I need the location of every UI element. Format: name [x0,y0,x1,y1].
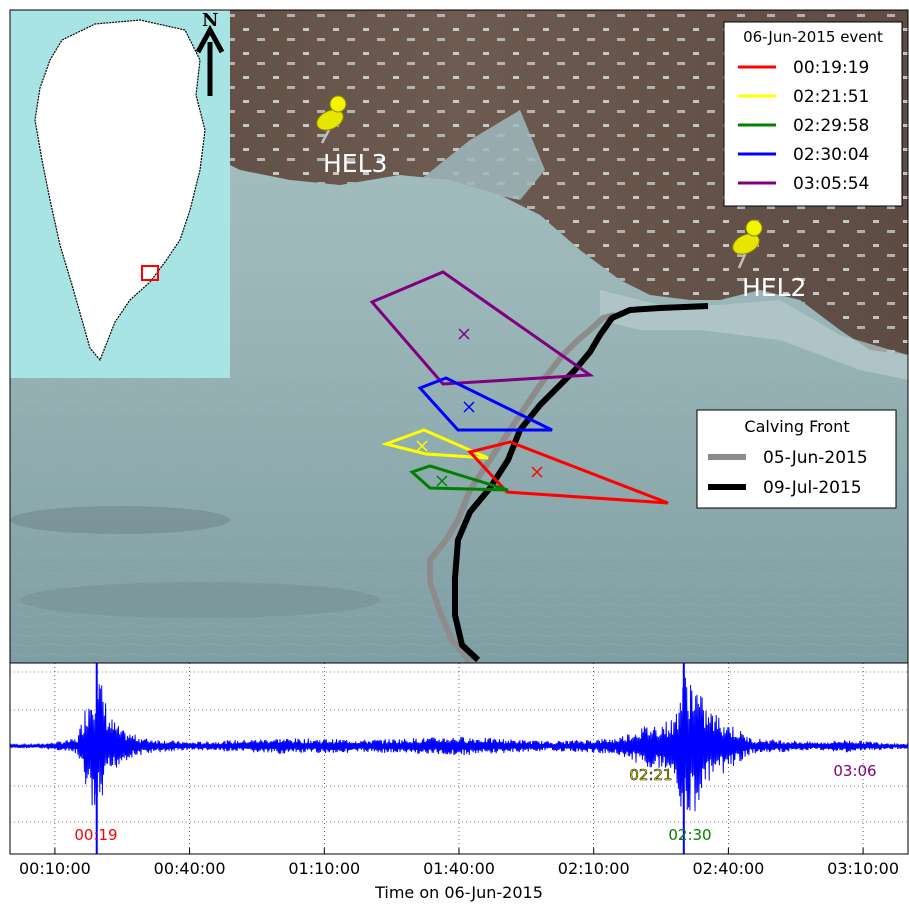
event-marker-lines [95,663,685,854]
x-tick-label: 00:10:00 [19,859,91,878]
legend-front-title: Calving Front [744,417,849,436]
x-axis-label: Time on 06-Jun-2015 [374,883,543,902]
station-label-hel2: HEL2 [742,273,806,302]
centroid-00-19-19 [531,466,543,478]
event-polygon-00-19-19 [467,440,669,505]
station-label-hel3: HEL3 [323,149,387,178]
event-centroids [416,328,543,487]
glacier-inlet [420,110,545,200]
x-tick-label: 03:10:00 [827,859,899,878]
event-polygon-02-29-58 [409,464,509,492]
x-tick-label: 02:40:00 [692,859,764,878]
greenland-outline [34,19,206,362]
station-hel3: HEL3 [316,95,387,178]
greenland-inset-map: N [10,10,230,378]
centroid-02-21-51 [416,440,428,452]
floating-ice-band [20,582,380,618]
x-tick-label: 00:40:00 [154,859,226,878]
legend-label-02-30-04: 02:30:04 [793,145,869,165]
legend-calving-front: Calving Front 05-Jun-2015 09-Jul-2015 [696,409,897,509]
x-axis-ticks: 00:10:00 00:40:00 01:10:00 01:40:00 02:10:00… [19,848,899,878]
x-tick-label: 01:10:00 [288,859,360,878]
centroid-02-29-58 [436,475,448,487]
pushpin-icon [316,109,344,131]
calving-front-09-jul-2015 [452,303,709,663]
legend-label-03-05-54: 03:05:54 [793,174,869,194]
calving-front-05-jun-2015 [427,312,616,664]
pushpin-head [745,219,763,237]
x-tick-label: 02:10:00 [558,859,630,878]
legend-events-title: 06-Jun-2015 event [743,28,883,46]
event-polygons [369,270,669,505]
study-area-marker [141,265,159,281]
seismogram-panel: 00:19 02:21 02:30 03:06 00:10:00 00:40:00 01:… [9,662,909,902]
shore-ice [600,290,908,380]
event-polygon-03-05-54 [369,270,595,386]
legend-label-09-jul-2015: 09-Jul-2015 [763,478,862,498]
event-label-02-21: 02:21 [629,766,672,784]
legend-label-05-jun-2015: 05-Jun-2015 [763,448,868,468]
centroid-02-30-04 [463,401,475,413]
legend-events: 06-Jun-2015 event 00:19:19 02:21:51 02:29:… [723,21,903,207]
event-polygon-02-21-51 [380,428,489,460]
event-time-labels: 00:19 02:21 02:30 03:06 [74,762,876,844]
event-polygon-02-30-04 [417,376,553,432]
north-label: N [202,10,218,31]
legend-label-02-21-51: 02:21:51 [793,87,869,107]
centroid-03-05-54 [458,328,470,340]
seismogram-trace [9,670,909,815]
station-hel2: HEL2 [732,219,806,302]
floating-ice-band [10,506,230,534]
legend-label-00-19-19: 00:19:19 [793,58,869,78]
legend-events-box [723,21,903,207]
x-tick-label: 01:40:00 [423,859,495,878]
event-label-02-30: 02:30 [668,826,711,844]
pushpin-head [329,95,347,113]
pin-needle [737,251,748,269]
pin-needle [320,127,332,144]
pushpin-icon [732,233,760,255]
legend-label-02-29-58: 02:29:58 [793,116,869,136]
event-label-03-06: 03:06 [833,762,876,780]
event-label-00-19: 00:19 [74,826,117,844]
north-arrowhead-icon [195,24,225,54]
